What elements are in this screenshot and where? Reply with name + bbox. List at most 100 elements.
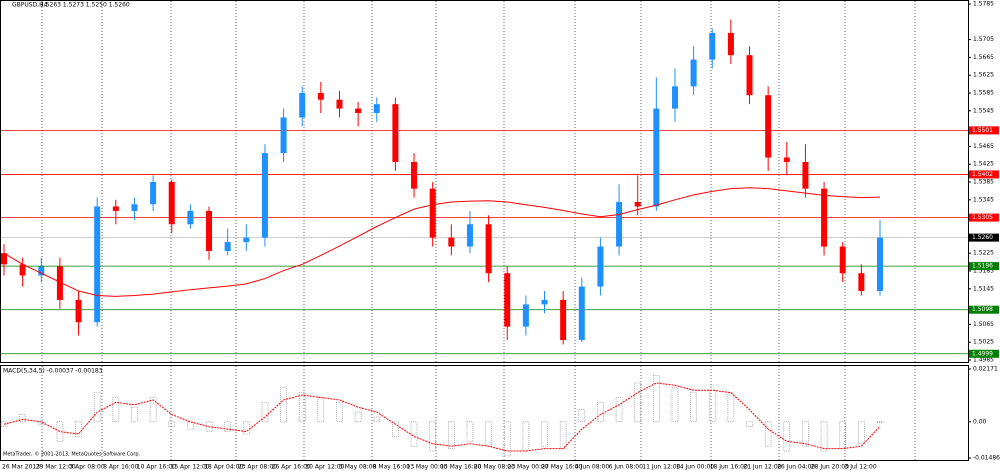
macd-bar (354, 411, 362, 423)
level-label: 1.5305 (972, 214, 993, 221)
y-tick-label: 1.5185 (973, 268, 994, 275)
candle-body (224, 242, 231, 251)
macd-bar (224, 421, 231, 432)
candle-body (802, 161, 809, 189)
macd-bar (839, 421, 847, 449)
x-tick-label: 3 Jul 12:00 (845, 464, 877, 471)
y-tick-label: 1.5345 (973, 196, 994, 203)
y-tick-label: 1.5025 (973, 339, 994, 346)
candle-body (336, 99, 343, 109)
candle-body (355, 108, 362, 114)
candle-body (616, 202, 623, 247)
candle-body (317, 93, 324, 100)
candle-body (131, 204, 138, 211)
macd-bar (858, 421, 865, 445)
level-label: 1.4999 (972, 350, 993, 357)
x-tick-label: 26 Jun 04:00 (777, 464, 815, 471)
macd-bar (261, 402, 269, 423)
candle-body (709, 32, 716, 60)
macd-bar (522, 421, 530, 452)
x-tick-label: 15 Apr 12:00 (171, 464, 210, 471)
candle-body (690, 59, 697, 87)
macd-bar (466, 421, 474, 442)
x-tick-label: 26 Mar 2013 (2, 464, 40, 471)
x-tick-label: 23 May 00:00 (508, 464, 549, 471)
candle-body (746, 55, 753, 96)
macd-bar (242, 421, 250, 435)
macd-bar (0, 421, 8, 428)
macd-bar (876, 421, 884, 424)
candle-body (765, 95, 772, 158)
x-tick-label: 18 Jun 16:00 (710, 464, 748, 471)
candle-body (243, 237, 250, 243)
candle-body (578, 286, 585, 340)
x-tick-label: 11 Jun 12:00 (642, 464, 680, 471)
macd-bar (280, 387, 287, 423)
candle-body (783, 157, 790, 162)
macd-bar (559, 421, 567, 449)
candle-body (541, 299, 548, 305)
macd-bar (802, 421, 809, 447)
candle-body (56, 266, 63, 300)
macd-bar (75, 421, 82, 437)
candle-body (75, 299, 82, 323)
macd-bar (727, 392, 735, 423)
macd-bar (112, 397, 120, 423)
candle-body (19, 264, 26, 276)
x-tick-label: 26 Apr 16:00 (272, 464, 311, 471)
macd-bar (131, 406, 138, 423)
candle-body (168, 182, 175, 225)
chart-title: GBPUSD,H4 (12, 2, 48, 9)
candle-body (150, 182, 157, 205)
x-tick-label: 23 Apr 08:00 (238, 464, 277, 471)
candle-body (373, 104, 380, 114)
candle-body (1, 253, 7, 265)
level-box (969, 170, 999, 179)
macd-bar (410, 421, 418, 447)
x-tick-label: 4 Jun 08:00 (575, 464, 609, 471)
macd-bar (336, 402, 343, 423)
candle-body (653, 108, 660, 207)
macd-bar (634, 382, 642, 423)
level-label: 1.5501 (972, 127, 993, 134)
x-tick-label: 15 May 16:00 (440, 464, 481, 471)
candle-body (38, 266, 45, 276)
x-tick-label: 28 Jun 20:00 (811, 464, 849, 471)
macd-tick-label: 0.02171 (973, 366, 998, 373)
macd-title: MACD(5,34,5) -0.00037 -0.00183 (3, 368, 103, 375)
y-tick-label: 1.5785 (973, 1, 994, 8)
x-tick-label: 3 Apr 08:00 (69, 464, 104, 471)
candle-body (560, 299, 567, 340)
candle-body (392, 104, 399, 162)
y-tick-label: 1.5705 (973, 36, 994, 43)
y-tick-label: 1.5385 (973, 179, 994, 186)
level-box (969, 126, 999, 135)
macd-bar (373, 416, 381, 423)
x-tick-label: 18 Apr 04:00 (204, 464, 243, 471)
macd-bar (429, 421, 436, 452)
x-tick-label: 27 May 16:00 (541, 464, 582, 471)
candle-body (727, 32, 734, 56)
quote: 1.5263 1.5273 1.5250 1.5260 (40, 2, 130, 9)
candle-body (206, 210, 213, 251)
x-tick-label: 30 Apr 12:00 (305, 464, 344, 471)
candle-body (877, 237, 883, 292)
macd-tick-label: -0.01486 (973, 455, 1000, 462)
candle-body (187, 210, 194, 225)
candle-body (597, 246, 604, 287)
x-tick-label: 8 May 16:00 (373, 464, 411, 471)
candle-body (299, 93, 306, 118)
x-tick-label: 21 Jun 12:00 (743, 464, 781, 471)
macd-bar (149, 397, 157, 423)
macd-bar (578, 409, 586, 423)
macd-bar (187, 421, 194, 430)
candle-body (858, 273, 865, 292)
candle-body (839, 246, 846, 274)
candle-body (448, 237, 455, 247)
level-box (969, 213, 999, 222)
x-tick-label: 10 Apr 16:00 (137, 464, 176, 471)
macd-bar (37, 421, 45, 425)
macd-bar (485, 421, 492, 447)
candle-body (429, 188, 436, 238)
macd-bar (541, 421, 548, 447)
